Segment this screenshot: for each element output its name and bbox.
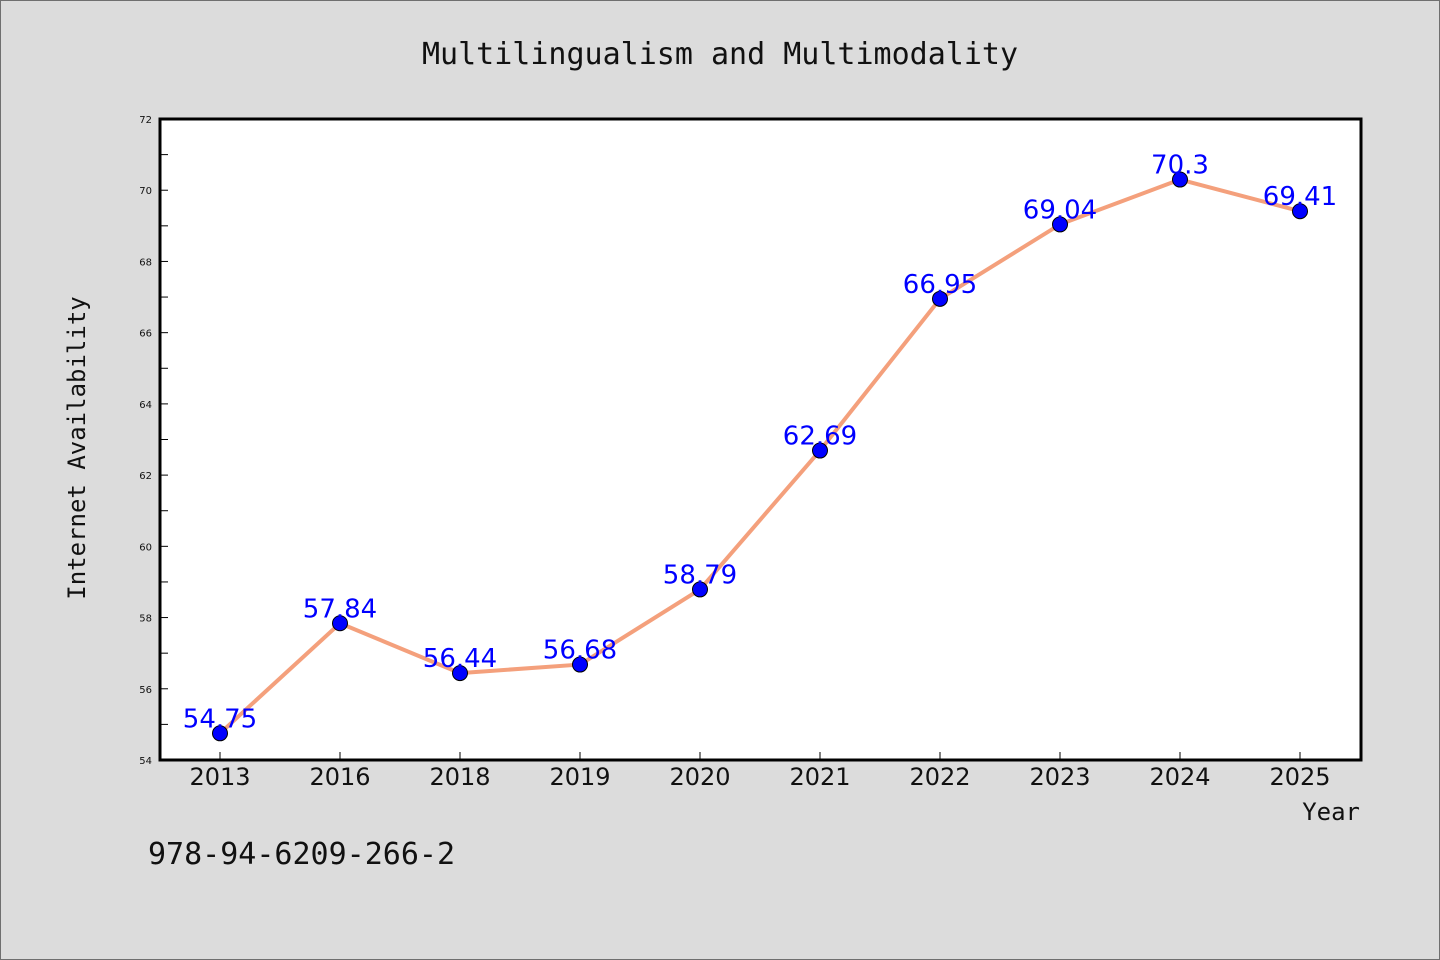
x-tick-label: 2018 [429,763,490,791]
y-tick-label: 72 [139,115,152,126]
data-point [692,581,708,598]
x-tick-label: 2019 [549,763,610,791]
data-label: 54.75 [183,704,257,734]
x-tick-label: 2020 [669,763,730,791]
data-point [212,725,228,742]
x-tick-label: 2025 [1269,763,1330,791]
y-tick-label: 56 [139,685,152,696]
y-axis-label: Internet Availability [63,296,91,599]
data-label: 69.41 [1263,182,1337,212]
x-tick-label: 2021 [789,763,850,791]
data-label: 70.3 [1151,151,1209,181]
data-point [1172,171,1188,188]
y-tick-label: 60 [139,542,152,553]
data-point [932,290,948,307]
data-point [1292,203,1308,220]
y-tick-label: 62 [139,471,152,482]
x-axis: 2013 2016 2018 2019 2020 2021 2022 2023 2024 2025 [189,752,1331,791]
x-tick-label: 2024 [1149,763,1210,791]
x-tick-label: 2013 [189,763,250,791]
y-tick-label: 68 [139,257,152,268]
isbn-caption: 978-94-6209-266-2 [148,837,455,872]
y-tick-label: 70 [139,186,152,197]
y-tick-label: 58 [139,614,152,625]
y-tick-label: 66 [139,329,152,340]
data-label: 69.04 [1023,195,1097,225]
data-point [452,665,468,682]
x-tick-label: 2016 [309,763,370,791]
data-label: 56.68 [543,636,617,666]
data-point [572,656,588,673]
x-axis-label: Year [1302,798,1360,826]
data-label: 56.44 [423,644,497,674]
data-point [332,615,348,632]
series-line [218,177,1301,735]
y-tick-label: 54 [139,756,152,767]
data-point [1052,216,1068,233]
series-layer [212,171,1308,742]
x-tick-label: 2023 [1029,763,1090,791]
data-label: 58.79 [663,560,737,590]
data-label: 62.69 [783,422,857,452]
y-tick-label: 64 [139,400,152,411]
plot-area [158,117,1363,762]
data-label: 57.84 [303,594,377,624]
chart-title: Multilingualism and Multimodality [422,37,1018,72]
data-point [812,442,828,459]
data-label: 66.95 [903,270,977,300]
y-axis: 54 56 58 60 62 64 66 68 70 72 [139,115,168,767]
x-tick-label: 2022 [909,763,970,791]
data-labels: 54.75 57.84 56.44 56.68 58.79 62.69 66.95 69.04… [183,151,1337,735]
